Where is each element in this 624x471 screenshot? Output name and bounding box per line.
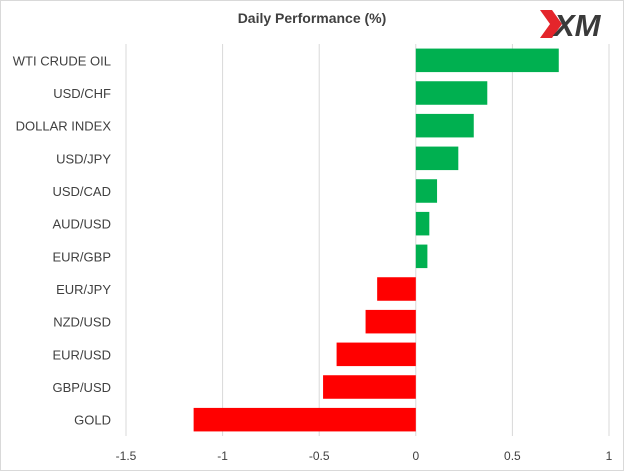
category-label: DOLLAR INDEX: [16, 119, 112, 134]
category-label: EUR/USD: [52, 347, 111, 362]
x-tick-label: -1: [217, 449, 228, 463]
x-tick-label: 0: [412, 449, 419, 463]
category-label: AUD/USD: [52, 217, 111, 232]
bars: [193, 48, 559, 432]
chart-title: Daily Performance (%): [237, 10, 387, 26]
bar: [377, 277, 416, 301]
category-label: USD/JPY: [56, 151, 111, 166]
x-axis-tick-labels: -1.5 -1 -0.5 0 0.5 1: [116, 449, 613, 463]
x-tick-label: -1.5: [116, 449, 137, 463]
category-label: EUR/JPY: [56, 282, 111, 297]
category-label: NZD/USD: [53, 315, 111, 330]
logo-text: XM: [552, 8, 602, 42]
bar: [336, 342, 416, 367]
x-tick-label: 1: [606, 449, 613, 463]
bar: [415, 146, 459, 171]
logo-mark: [540, 10, 562, 38]
bar: [323, 375, 416, 399]
bar: [415, 81, 488, 105]
category-label: GOLD: [74, 413, 111, 428]
category-label: EUR/GBP: [52, 249, 111, 264]
category-label: USD/CHF: [53, 86, 111, 101]
category-label: GBP/USD: [52, 380, 111, 395]
xm-logo: XM: [540, 8, 602, 42]
bar: [415, 179, 438, 203]
bar: [415, 48, 559, 73]
bar: [193, 407, 416, 432]
category-label: WTI CRUDE OIL: [13, 53, 111, 68]
bar: [415, 113, 474, 138]
bar: [415, 244, 428, 269]
x-tick-label: -0.5: [309, 449, 330, 463]
bar: [365, 309, 416, 334]
x-tick-label: 0.5: [504, 449, 521, 463]
gridlines: [125, 44, 610, 436]
category-labels: WTI CRUDE OIL USD/CHF DOLLAR INDEX USD/JPY U…: [13, 53, 112, 427]
category-label: USD/CAD: [52, 184, 111, 199]
bar: [415, 211, 430, 236]
